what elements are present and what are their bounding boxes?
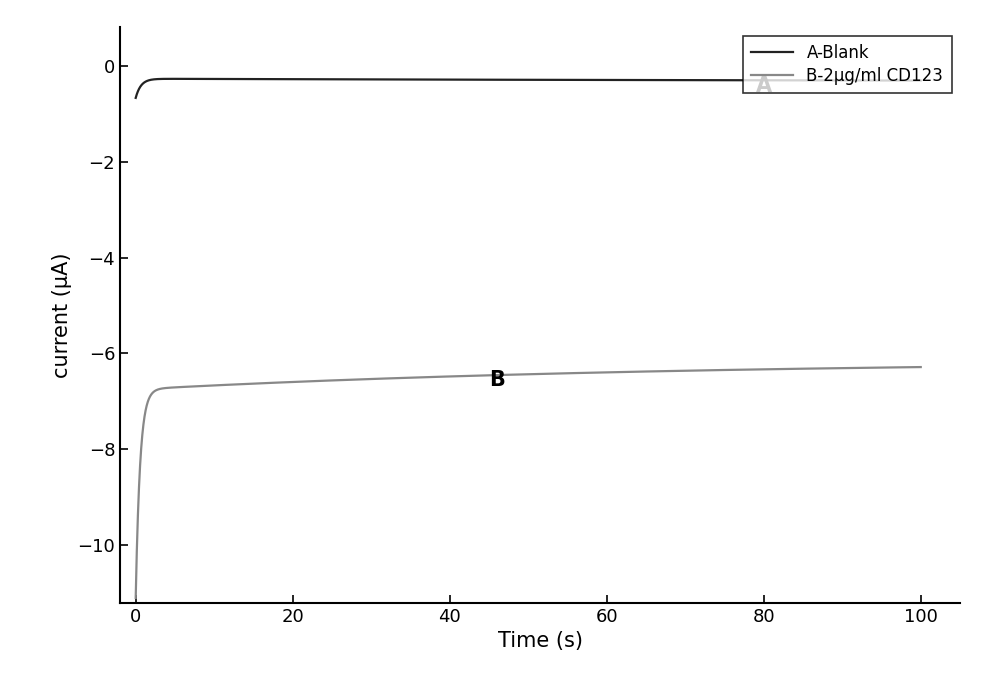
Text: B: B bbox=[489, 370, 505, 390]
Line: B-2μg/ml CD123: B-2μg/ml CD123 bbox=[136, 367, 921, 598]
Text: A: A bbox=[756, 76, 772, 96]
A-Blank bbox=[130, 94, 142, 102]
X-axis label: Time (s): Time (s) bbox=[498, 631, 582, 651]
B-2μg/ml CD123 bbox=[715, 366, 727, 374]
A-Blank bbox=[915, 77, 927, 85]
Line: A-Blank: A-Blank bbox=[136, 79, 921, 98]
B-2μg/ml CD123 bbox=[640, 367, 652, 375]
A-Blank bbox=[430, 75, 442, 84]
A-Blank bbox=[272, 75, 284, 84]
A-Blank bbox=[601, 76, 613, 84]
Legend: A-Blank, B-2μg/ml CD123: A-Blank, B-2μg/ml CD123 bbox=[743, 36, 952, 93]
A-Blank bbox=[775, 76, 787, 84]
B-2μg/ml CD123 bbox=[601, 369, 613, 377]
B-2μg/ml CD123 bbox=[775, 365, 787, 373]
B-2μg/ml CD123 bbox=[915, 363, 927, 371]
A-Blank bbox=[640, 76, 652, 84]
A-Blank bbox=[716, 76, 728, 84]
B-2μg/ml CD123 bbox=[130, 594, 142, 602]
B-2μg/ml CD123 bbox=[272, 378, 284, 386]
B-2μg/ml CD123 bbox=[430, 373, 442, 381]
A-Blank bbox=[166, 75, 178, 83]
Y-axis label: current (μA): current (μA) bbox=[52, 252, 72, 378]
